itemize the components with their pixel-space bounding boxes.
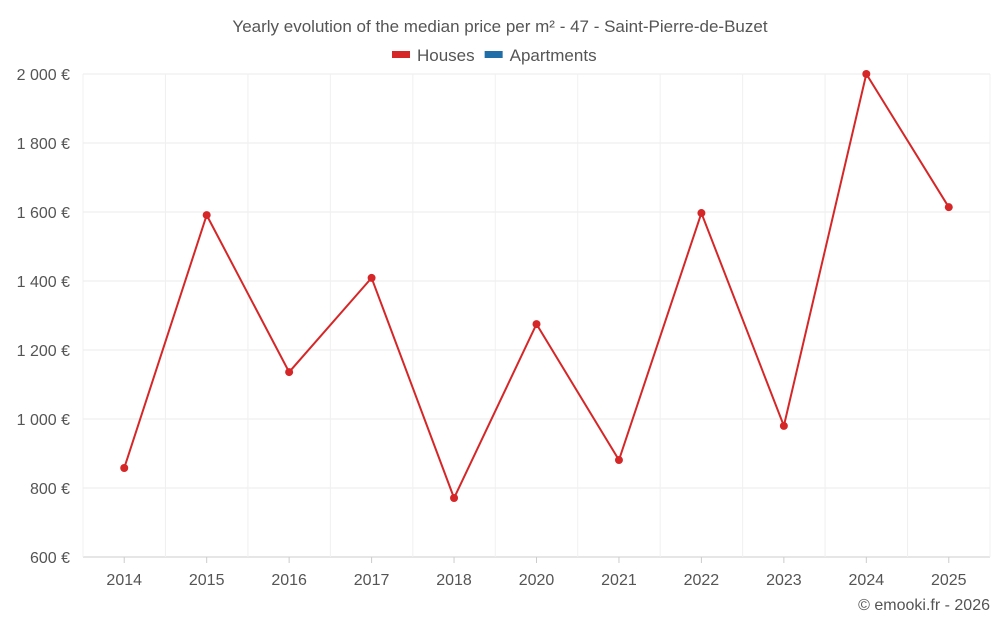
y-tick-label: 1 600 € bbox=[17, 205, 70, 222]
y-tick-label: 1 400 € bbox=[17, 274, 70, 291]
x-tick-label: 2015 bbox=[189, 572, 225, 589]
data-point bbox=[697, 209, 706, 218]
legend-label-houses: Houses bbox=[417, 46, 475, 65]
grid bbox=[82, 73, 991, 558]
x-tick-label: 2017 bbox=[354, 572, 390, 589]
legend: Houses Apartments bbox=[392, 46, 597, 65]
chart-title: Yearly evolution of the median price per… bbox=[232, 17, 767, 36]
y-tick-label: 1 800 € bbox=[17, 136, 70, 153]
legend-label-apartments: Apartments bbox=[510, 46, 597, 65]
x-tick-label: 2014 bbox=[106, 572, 142, 589]
data-point bbox=[202, 211, 211, 220]
legend-swatch-houses bbox=[392, 51, 410, 58]
x-tick-label: 2022 bbox=[684, 572, 720, 589]
series bbox=[120, 70, 953, 503]
data-point bbox=[944, 203, 953, 212]
data-point bbox=[779, 421, 788, 430]
y-tick-label: 800 € bbox=[30, 481, 70, 498]
data-point bbox=[367, 273, 376, 282]
x-tick-label: 2021 bbox=[601, 572, 637, 589]
y-axis: 600 € 800 € 1 000 € 1 200 € 1 400 € 1 600 € 1 … bbox=[17, 67, 70, 567]
credit-text: © emooki.fr - 2026 bbox=[858, 597, 990, 614]
data-point bbox=[532, 320, 541, 329]
y-tick-label: 600 € bbox=[30, 550, 70, 567]
data-point bbox=[120, 463, 129, 472]
y-tick-label: 1 200 € bbox=[17, 343, 70, 360]
x-axis: 2014 2015 2016 2017 2018 2020 2021 2022 2023 2024… bbox=[106, 557, 967, 589]
data-point bbox=[285, 368, 294, 377]
x-tick-label: 2016 bbox=[271, 572, 307, 589]
x-tick-label: 2020 bbox=[519, 572, 555, 589]
x-tick-label: 2018 bbox=[436, 572, 472, 589]
data-point bbox=[862, 70, 871, 78]
data-point bbox=[450, 494, 459, 503]
y-tick-label: 1 000 € bbox=[17, 412, 70, 429]
data-point bbox=[614, 456, 623, 465]
x-tick-label: 2023 bbox=[766, 572, 802, 589]
y-tick-label: 2 000 € bbox=[17, 67, 70, 84]
legend-swatch-apartments bbox=[484, 51, 503, 58]
x-tick-label: 2025 bbox=[931, 572, 967, 589]
x-tick-label: 2024 bbox=[849, 572, 885, 589]
